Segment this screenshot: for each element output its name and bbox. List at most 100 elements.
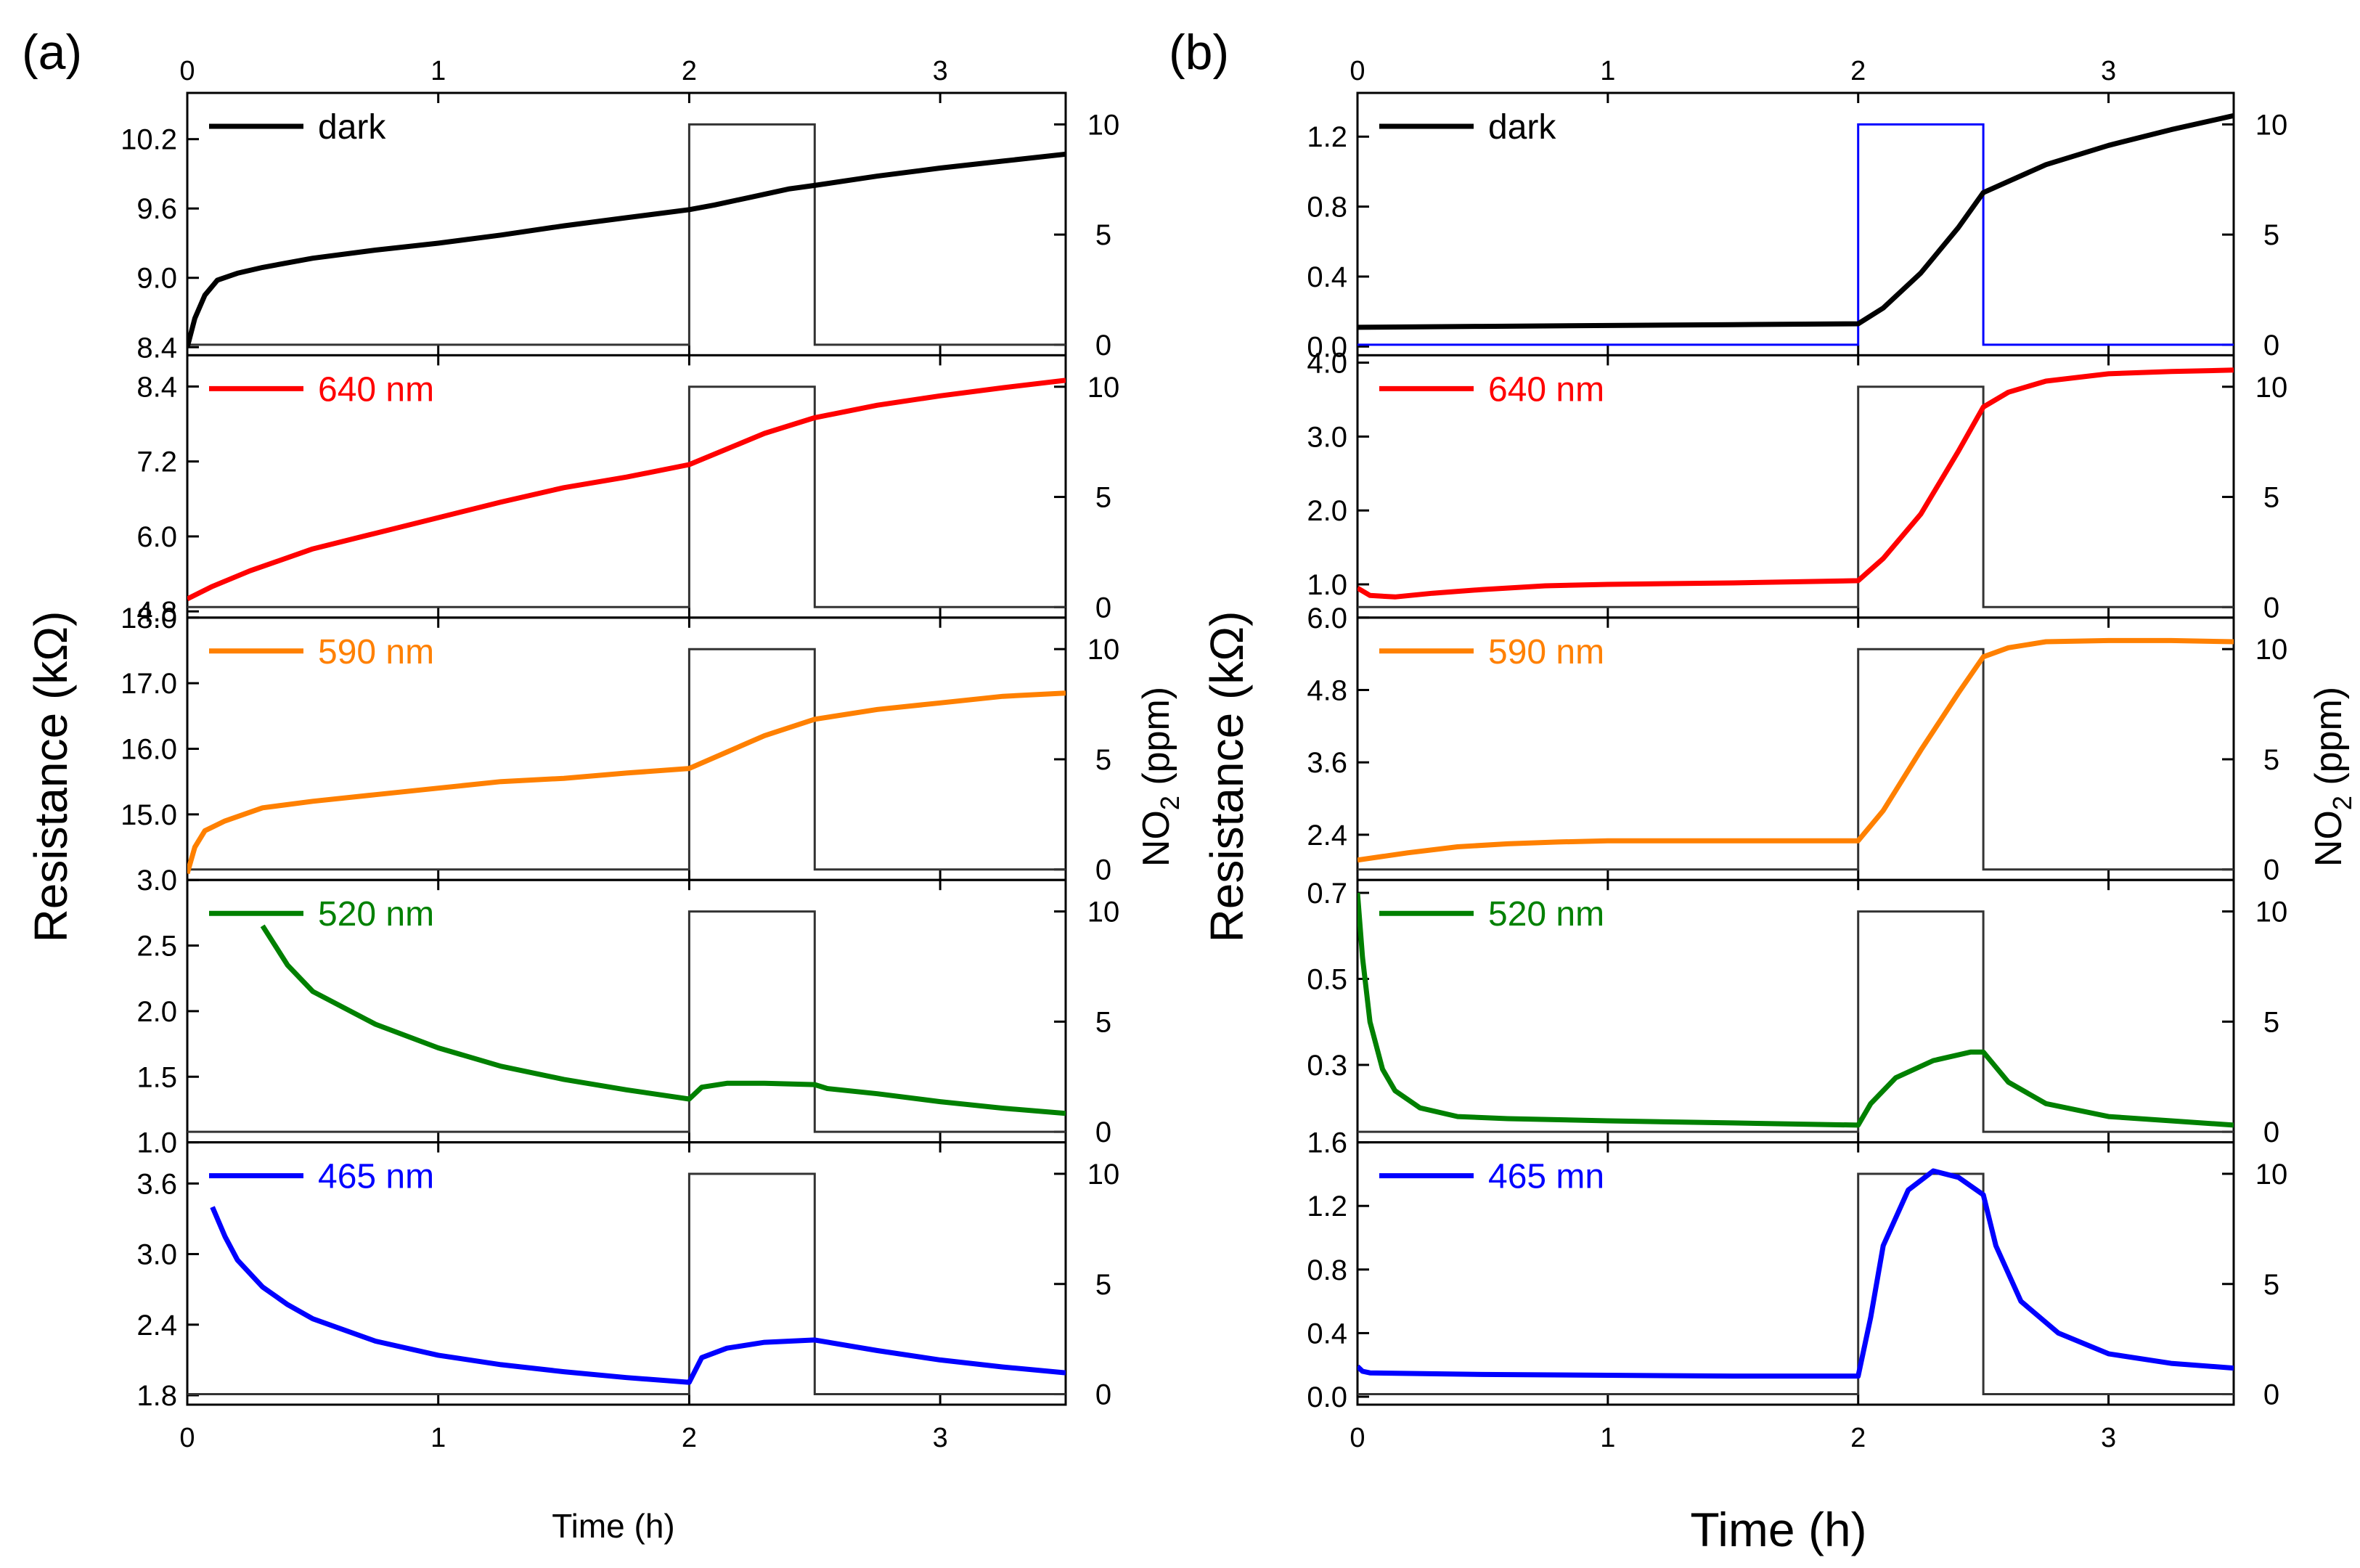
y-tick-label-b-0-1: 0.4 <box>1307 261 1347 293</box>
subplot-frame-a-4 <box>186 1141 1067 1406</box>
ppm-tick-label-a-3-0: 0 <box>1095 1116 1111 1148</box>
ppm-tick-label-b-0-2: 10 <box>2255 109 2288 141</box>
ppm-tick-label-b-2-0: 0 <box>2263 854 2279 886</box>
y-tick-label-a-4-0: 1.8 <box>136 1380 177 1412</box>
y-tick-label-b-0-2: 0.8 <box>1307 192 1347 224</box>
y-tick-label-a-1-0: 4.8 <box>136 596 177 628</box>
y-tick-label-b-2-3: 6.0 <box>1307 603 1347 634</box>
ppm-tick-label-b-3-0: 0 <box>2263 1116 2279 1148</box>
no2-pulse-b-3 <box>1357 910 2234 1133</box>
subplot-a-4: 1.8 2.4 3.0 3.6 0 5 10 465 nm <box>136 1141 1120 1412</box>
y-tick-label-b-4-1: 0.4 <box>1307 1318 1347 1349</box>
ppm-tick-label-b-4-0: 0 <box>2263 1379 2279 1411</box>
chart-panel-a: 0 1 2 3 0 1 2 3 8.4 9.0 9.6 10.2 0 5 10 dark 4.8 6.0 7.2 8.… <box>121 56 1119 1453</box>
subplot-b-2: 2.4 3.6 4.8 6.0 0 5 10 590 nm <box>1307 603 2287 886</box>
y-tick-label-b-4-3: 1.2 <box>1307 1191 1347 1222</box>
bottom-x-tick-b-3: 3 <box>2101 1423 2116 1453</box>
top-x-tick-a-2: 2 <box>682 56 697 86</box>
resistance-line-a-4 <box>210 1206 1066 1385</box>
top-x-tick-b-3: 3 <box>2101 56 2116 86</box>
legend-label-b-1: 640 nm <box>1488 370 1604 409</box>
top-x-tick-b-0: 0 <box>1350 56 1365 86</box>
y-tick-label-b-4-4: 1.6 <box>1307 1127 1347 1159</box>
ppm-tick-label-a-4-2: 10 <box>1087 1159 1120 1191</box>
y-axis-title-left-a: Resistance (kΩ) <box>25 611 77 943</box>
y-tick-label-a-1-2: 7.2 <box>136 446 177 478</box>
top-x-tick-a-3: 3 <box>933 56 948 86</box>
no2-sub-a: 2 <box>1155 796 1185 810</box>
ppm-tick-label-b-0-0: 0 <box>2263 330 2279 362</box>
ppm-tick-label-a-2-1: 5 <box>1095 744 1111 776</box>
subplot-a-2: 15.0 16.0 17.0 18.0 0 5 10 590 nm <box>121 603 1119 886</box>
y-tick-label-b-4-0: 0.0 <box>1307 1381 1347 1413</box>
resistance-line-b-3 <box>1357 892 2234 1128</box>
ppm-tick-label-b-2-2: 10 <box>2255 634 2288 666</box>
resistance-line-b-0 <box>1357 113 2234 330</box>
legend-label-b-2: 590 nm <box>1488 633 1604 671</box>
y-tick-label-a-2-3: 18.0 <box>121 603 177 634</box>
subplot-b-0: 0.0 0.4 0.8 1.2 0 5 10 dark <box>1307 91 2288 363</box>
y-tick-label-a-4-2: 3.0 <box>136 1239 177 1271</box>
y-tick-label-a-2-2: 17.0 <box>121 668 177 700</box>
chart-panel-b: 0 1 2 3 0 1 2 3 0.0 0.4 0.8 1.2 0 5 10 dark 1.0 2.0 3.0 4.0… <box>1307 56 2287 1453</box>
ppm-tick-label-a-1-2: 10 <box>1087 372 1120 404</box>
x-axis-title-a: Time (h) <box>552 1507 675 1545</box>
top-x-tick-a-1: 1 <box>430 56 446 86</box>
bottom-x-tick-b-0: 0 <box>1350 1423 1365 1453</box>
y-tick-label-b-1-1: 2.0 <box>1307 495 1347 527</box>
y-tick-label-b-3-1: 0.3 <box>1307 1050 1347 1082</box>
ppm-tick-label-b-4-1: 5 <box>2263 1269 2279 1301</box>
top-x-tick-b-2: 2 <box>1850 56 1866 86</box>
y-tick-label-a-0-1: 9.0 <box>136 263 177 295</box>
ppm-tick-label-b-2-1: 5 <box>2263 744 2279 776</box>
legend-label-a-1: 640 nm <box>318 370 434 409</box>
resistance-line-b-2 <box>1357 637 2234 863</box>
y-axis-title-right-a: NO2 (ppm) <box>1135 687 1185 867</box>
no2-pulse-b-2 <box>1357 648 2234 871</box>
top-x-tick-b-1: 1 <box>1600 56 1615 86</box>
y-tick-label-a-3-4: 3.0 <box>136 865 177 897</box>
y-tick-label-b-1-0: 1.0 <box>1307 569 1347 601</box>
resistance-line-a-1 <box>187 377 1066 602</box>
y-tick-label-b-0-0: 0.0 <box>1307 331 1347 363</box>
no2-unit-b: (ppm) <box>2308 687 2350 796</box>
no2-pulse-a-0 <box>187 123 1066 346</box>
y-tick-label-a-0-2: 9.6 <box>136 193 177 225</box>
ppm-tick-label-b-0-1: 5 <box>2263 219 2279 251</box>
bottom-x-tick-a-0: 0 <box>179 1423 195 1453</box>
no2-pulse-b-1 <box>1357 385 2234 608</box>
y-tick-label-a-2-1: 16.0 <box>121 734 177 766</box>
ppm-tick-label-a-0-1: 5 <box>1095 219 1111 251</box>
no2-sub-b: 2 <box>2327 796 2357 810</box>
no2-pulse-a-4 <box>187 1172 1066 1395</box>
legend-label-a-4: 465 nm <box>318 1158 434 1196</box>
ppm-tick-label-b-1-1: 5 <box>2263 482 2279 514</box>
ppm-tick-label-a-3-1: 5 <box>1095 1006 1111 1038</box>
bottom-x-tick-a-3: 3 <box>933 1423 948 1453</box>
subplot-b-1: 1.0 2.0 3.0 4.0 0 5 10 640 nm <box>1307 348 2287 624</box>
no2-pulse-a-2 <box>187 648 1066 871</box>
y-tick-label-a-4-3: 3.6 <box>136 1168 177 1200</box>
panel-label-b: (b) <box>1169 25 1229 80</box>
y-tick-label-b-0-3: 1.2 <box>1307 121 1347 153</box>
y-tick-label-b-2-2: 4.8 <box>1307 674 1347 706</box>
y-axis-title-right-b: NO2 (ppm) <box>2308 687 2357 867</box>
ppm-tick-label-a-2-0: 0 <box>1095 854 1111 886</box>
legend-label-a-2: 590 nm <box>318 633 434 671</box>
no2-unit-a: (ppm) <box>1135 687 1177 796</box>
no2-pulse-b-4 <box>1357 1172 2234 1395</box>
legend-label-b-4: 465 mn <box>1488 1158 1604 1196</box>
legend-label-b-0: dark <box>1488 108 1556 147</box>
y-tick-label-b-3-2: 0.5 <box>1307 963 1347 995</box>
no2-pulse-b-0 <box>1357 123 2234 346</box>
y-tick-label-a-1-3: 8.4 <box>136 371 177 403</box>
top-x-tick-a-0: 0 <box>179 56 195 86</box>
bottom-x-tick-b-2: 2 <box>1850 1423 1866 1453</box>
ppm-tick-label-a-4-1: 5 <box>1095 1269 1111 1301</box>
bottom-x-tick-b-1: 1 <box>1600 1423 1615 1453</box>
no2-label-a: NO <box>1135 810 1177 867</box>
subplot-frame-b-4 <box>1356 1141 2235 1406</box>
y-tick-label-a-3-3: 2.5 <box>136 931 177 963</box>
y-tick-label-a-3-2: 2.0 <box>136 996 177 1028</box>
